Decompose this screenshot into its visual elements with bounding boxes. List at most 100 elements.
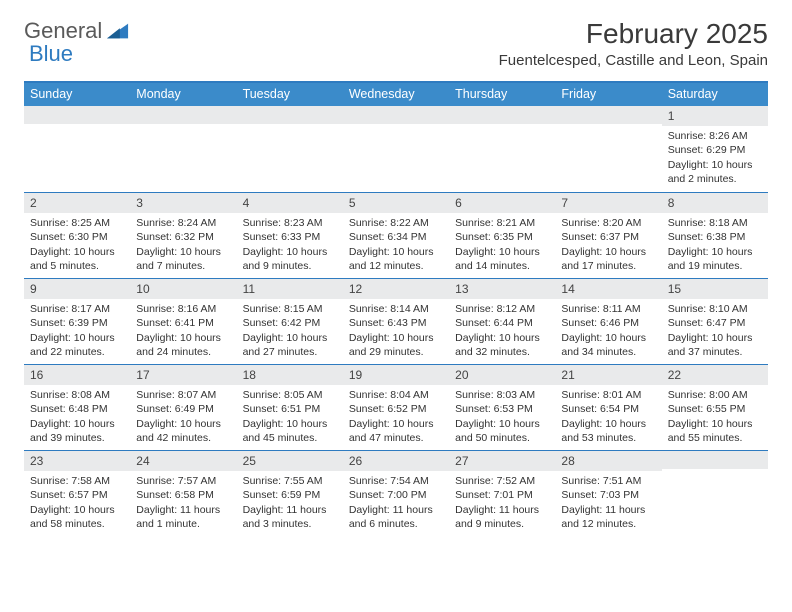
cell-body [555,124,661,131]
sunrise-line: Sunrise: 8:03 AM [455,388,549,402]
sunrise-line: Sunrise: 8:07 AM [136,388,230,402]
cell-body: Sunrise: 8:14 AMSunset: 6:43 PMDaylight:… [343,299,449,363]
sunset-line: Sunset: 6:38 PM [668,230,762,244]
daylight-line: Daylight: 10 hours and 7 minutes. [136,245,230,273]
daylight-line: Daylight: 10 hours and 55 minutes. [668,417,762,445]
day-number [555,106,661,124]
day-number: 13 [449,279,555,299]
sunset-line: Sunset: 6:37 PM [561,230,655,244]
cell-body: Sunrise: 7:57 AMSunset: 6:58 PMDaylight:… [130,471,236,535]
calendar-cell: 3Sunrise: 8:24 AMSunset: 6:32 PMDaylight… [130,192,236,278]
day-number: 7 [555,193,661,213]
sunrise-line: Sunrise: 7:55 AM [243,474,337,488]
calendar-cell [449,106,555,192]
calendar-cell: 28Sunrise: 7:51 AMSunset: 7:03 PMDayligh… [555,450,661,536]
calendar-cell: 15Sunrise: 8:10 AMSunset: 6:47 PMDayligh… [662,278,768,364]
cell-body [130,124,236,131]
sunset-line: Sunset: 6:49 PM [136,402,230,416]
cell-body: Sunrise: 8:26 AMSunset: 6:29 PMDaylight:… [662,126,768,190]
day-number: 9 [24,279,130,299]
sunrise-line: Sunrise: 7:57 AM [136,474,230,488]
calendar-cell: 16Sunrise: 8:08 AMSunset: 6:48 PMDayligh… [24,364,130,450]
calendar-cell: 13Sunrise: 8:12 AMSunset: 6:44 PMDayligh… [449,278,555,364]
calendar-cell: 20Sunrise: 8:03 AMSunset: 6:53 PMDayligh… [449,364,555,450]
calendar-cell: 12Sunrise: 8:14 AMSunset: 6:43 PMDayligh… [343,278,449,364]
sunset-line: Sunset: 6:42 PM [243,316,337,330]
cell-body [449,124,555,131]
sunset-line: Sunset: 6:53 PM [455,402,549,416]
day-number: 11 [237,279,343,299]
sunset-line: Sunset: 6:32 PM [136,230,230,244]
calendar-cell: 4Sunrise: 8:23 AMSunset: 6:33 PMDaylight… [237,192,343,278]
weekday-header: Thursday [449,83,555,106]
daylight-line: Daylight: 10 hours and 19 minutes. [668,245,762,273]
cell-body: Sunrise: 8:05 AMSunset: 6:51 PMDaylight:… [237,385,343,449]
sunrise-line: Sunrise: 8:16 AM [136,302,230,316]
day-number [662,451,768,469]
day-number: 18 [237,365,343,385]
calendar-cell: 25Sunrise: 7:55 AMSunset: 6:59 PMDayligh… [237,450,343,536]
cell-body: Sunrise: 8:21 AMSunset: 6:35 PMDaylight:… [449,213,555,277]
calendar-cell: 23Sunrise: 7:58 AMSunset: 6:57 PMDayligh… [24,450,130,536]
cell-body [237,124,343,131]
calendar-cell: 26Sunrise: 7:54 AMSunset: 7:00 PMDayligh… [343,450,449,536]
cell-body: Sunrise: 7:54 AMSunset: 7:00 PMDaylight:… [343,471,449,535]
calendar-cell: 2Sunrise: 8:25 AMSunset: 6:30 PMDaylight… [24,192,130,278]
month-title: February 2025 [499,18,768,50]
day-number: 19 [343,365,449,385]
day-number: 20 [449,365,555,385]
day-number [130,106,236,124]
sunset-line: Sunset: 6:47 PM [668,316,762,330]
day-number: 1 [662,106,768,126]
sunset-line: Sunset: 6:51 PM [243,402,337,416]
sunset-line: Sunset: 6:46 PM [561,316,655,330]
sunrise-line: Sunrise: 8:17 AM [30,302,124,316]
cell-body: Sunrise: 8:16 AMSunset: 6:41 PMDaylight:… [130,299,236,363]
calendar-cell: 14Sunrise: 8:11 AMSunset: 6:46 PMDayligh… [555,278,661,364]
sunset-line: Sunset: 6:39 PM [30,316,124,330]
calendar-cell: 22Sunrise: 8:00 AMSunset: 6:55 PMDayligh… [662,364,768,450]
calendar-cell: 6Sunrise: 8:21 AMSunset: 6:35 PMDaylight… [449,192,555,278]
sunrise-line: Sunrise: 8:18 AM [668,216,762,230]
cell-body: Sunrise: 8:00 AMSunset: 6:55 PMDaylight:… [662,385,768,449]
day-number: 6 [449,193,555,213]
cell-body: Sunrise: 8:12 AMSunset: 6:44 PMDaylight:… [449,299,555,363]
cell-body [343,124,449,131]
sunrise-line: Sunrise: 8:26 AM [668,129,762,143]
brand-part2: Blue [29,41,73,67]
cell-body: Sunrise: 8:08 AMSunset: 6:48 PMDaylight:… [24,385,130,449]
daylight-line: Daylight: 10 hours and 9 minutes. [243,245,337,273]
calendar-cell: 7Sunrise: 8:20 AMSunset: 6:37 PMDaylight… [555,192,661,278]
weekday-header-row: SundayMondayTuesdayWednesdayThursdayFrid… [24,83,768,106]
sunset-line: Sunset: 6:52 PM [349,402,443,416]
sunrise-line: Sunrise: 8:21 AM [455,216,549,230]
daylight-line: Daylight: 10 hours and 22 minutes. [30,331,124,359]
daylight-line: Daylight: 11 hours and 9 minutes. [455,503,549,531]
calendar-cell: 21Sunrise: 8:01 AMSunset: 6:54 PMDayligh… [555,364,661,450]
sunset-line: Sunset: 6:43 PM [349,316,443,330]
sunset-line: Sunset: 6:55 PM [668,402,762,416]
daylight-line: Daylight: 10 hours and 32 minutes. [455,331,549,359]
calendar-cell [662,450,768,536]
daylight-line: Daylight: 10 hours and 42 minutes. [136,417,230,445]
sunrise-line: Sunrise: 8:25 AM [30,216,124,230]
day-number: 15 [662,279,768,299]
day-number [449,106,555,124]
daylight-line: Daylight: 11 hours and 6 minutes. [349,503,443,531]
calendar-cell [343,106,449,192]
day-number: 25 [237,451,343,471]
day-number: 2 [24,193,130,213]
day-number: 24 [130,451,236,471]
cell-body: Sunrise: 8:23 AMSunset: 6:33 PMDaylight:… [237,213,343,277]
calendar-cell: 27Sunrise: 7:52 AMSunset: 7:01 PMDayligh… [449,450,555,536]
cell-body: Sunrise: 8:04 AMSunset: 6:52 PMDaylight:… [343,385,449,449]
weekday-header: Monday [130,83,236,106]
day-number: 4 [237,193,343,213]
sunrise-line: Sunrise: 8:04 AM [349,388,443,402]
cell-body: Sunrise: 8:07 AMSunset: 6:49 PMDaylight:… [130,385,236,449]
weekday-header: Wednesday [343,83,449,106]
sunset-line: Sunset: 6:58 PM [136,488,230,502]
cell-body: Sunrise: 8:15 AMSunset: 6:42 PMDaylight:… [237,299,343,363]
location-subtitle: Fuentelcesped, Castille and Leon, Spain [499,52,768,69]
sunrise-line: Sunrise: 8:11 AM [561,302,655,316]
